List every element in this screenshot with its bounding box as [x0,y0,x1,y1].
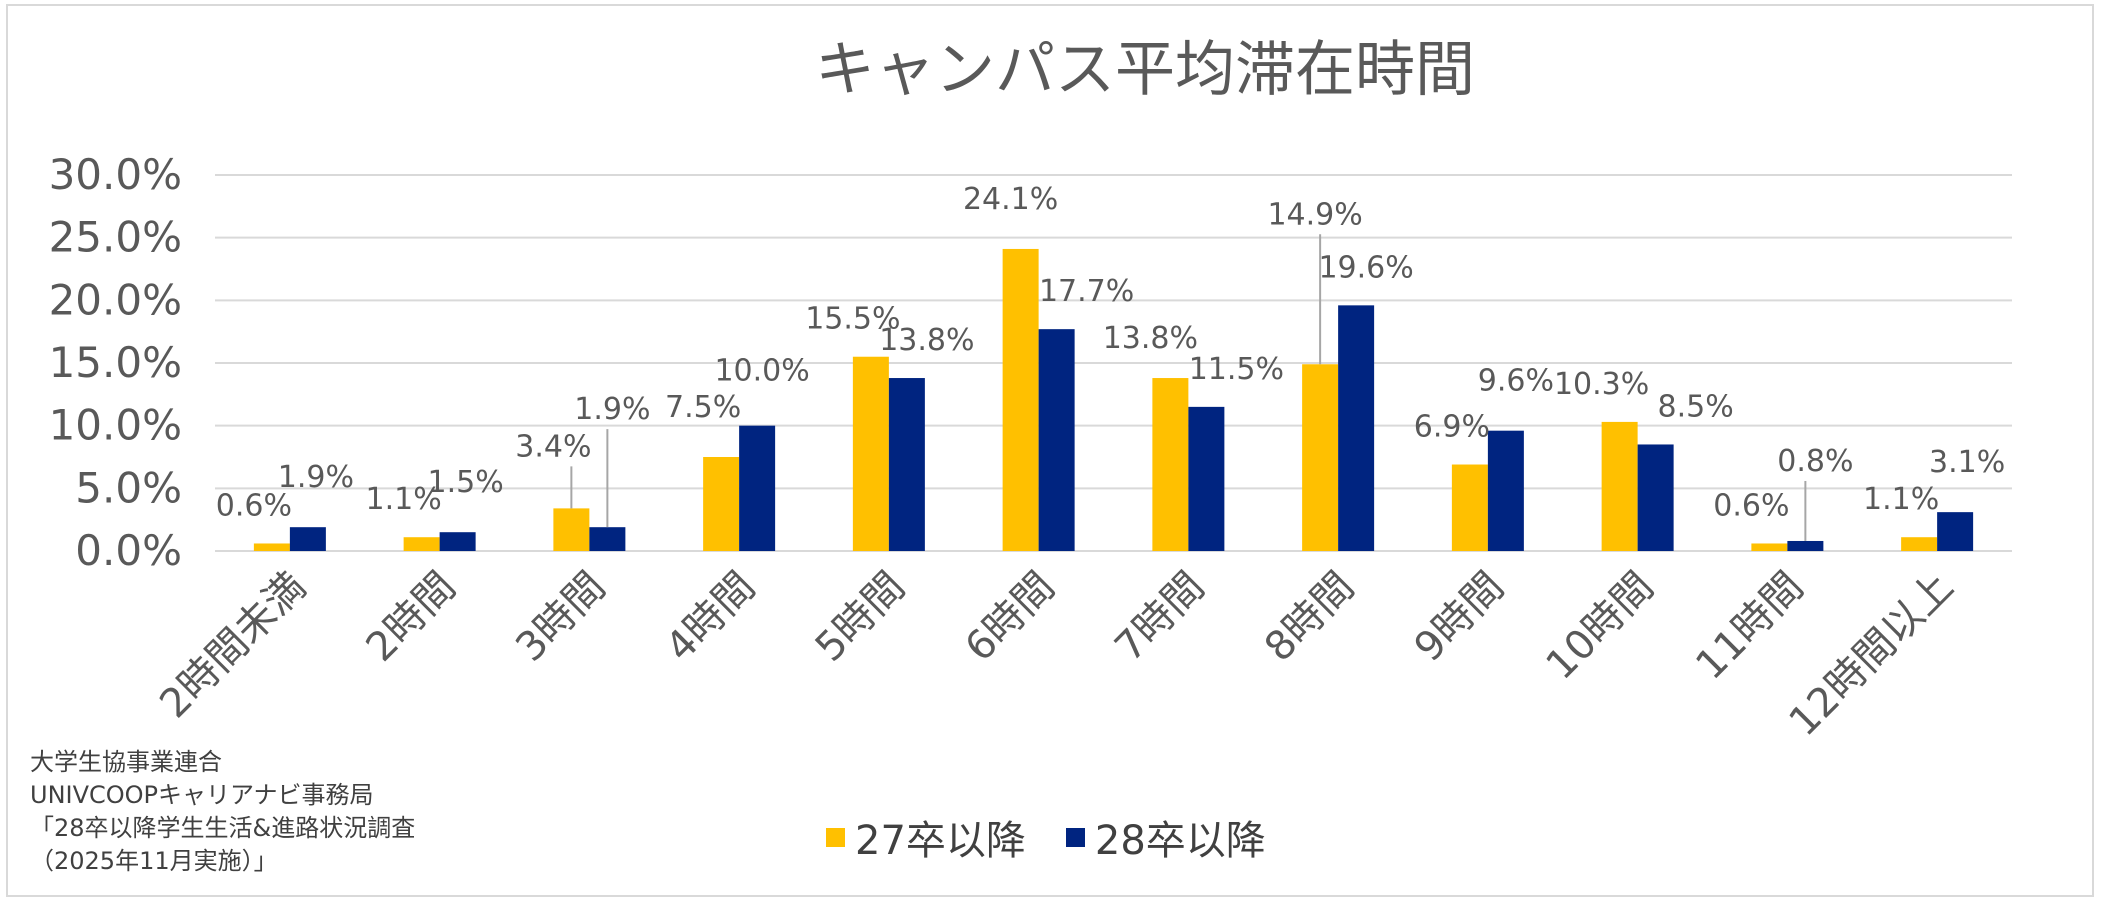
bar-28 [1487,430,1524,551]
bar-28 [289,527,326,551]
bar-28 [1038,329,1075,551]
y-tick-label: 15.0% [49,338,182,387]
data-label: 15.5% [805,302,900,337]
x-tick-label: 12時間以上 [1781,564,1963,746]
bar-28 [589,527,626,551]
x-tick-label: 2時間未満 [151,564,315,728]
data-label: 8.5% [1658,389,1734,424]
x-tick-label: 4時間 [657,564,764,671]
bar-27 [1451,464,1488,551]
data-label: 0.6% [1713,488,1789,523]
x-tick-label: 6時間 [957,564,1064,671]
source-note: 大学生協事業連合 UNIVCOOPキャリアナビ事務局 「28卒以降学生生活&進路… [30,746,415,878]
data-label: 14.9% [1267,197,1362,232]
data-label: 19.6% [1318,250,1413,285]
data-label: 1.9% [574,392,650,427]
legend-item-27: 27卒以降 [826,808,1026,866]
bar-27 [253,543,290,551]
y-tick-label: 5.0% [75,463,182,512]
bar-28 [439,532,476,551]
bar-27 [403,537,440,551]
bar-28 [1637,444,1674,551]
bar-27 [703,457,740,551]
data-label: 1.1% [1863,482,1939,517]
data-label: 10.3% [1554,367,1649,402]
data-label: 1.9% [278,460,354,495]
data-label: 1.1% [366,482,442,517]
data-label: 17.7% [1039,274,1134,309]
x-tick-label: 5時間 [807,564,914,671]
data-label: 11.5% [1189,352,1284,387]
x-tick-label: 9時間 [1406,564,1513,671]
bar-27 [852,356,889,551]
data-label: 13.8% [1103,321,1198,356]
data-label: 13.8% [879,323,974,358]
y-tick-label: 0.0% [75,526,182,575]
x-tick-label: 7時間 [1106,564,1213,671]
bar-27 [1901,537,1938,551]
bar-27 [1751,543,1788,551]
legend-label: 27卒以降 [855,818,1026,864]
source-line: 「28卒以降学生生活&進路状況調査 [30,814,416,842]
x-tick-label: 11時間 [1687,564,1812,689]
y-tick-label: 20.0% [49,275,182,324]
data-label: 0.6% [216,488,292,523]
legend-item-28: 28卒以降 [1065,808,1266,866]
chart-title: キャンパス平均滞在時間 [815,35,1475,105]
legend: 27卒以降 28卒以降 [826,808,1306,866]
bar-28 [1787,540,1824,551]
y-tick-label: 10.0% [49,401,182,450]
x-tick-label: 2時間 [358,564,465,671]
source-line: UNIVCOOPキャリアナビ事務局 [30,781,374,809]
data-label: 0.8% [1777,444,1853,479]
legend-swatch [826,827,845,847]
bar-28 [1937,512,1974,551]
data-label: 6.9% [1414,410,1490,445]
data-label: 9.6% [1478,364,1554,399]
y-tick-label: 25.0% [49,213,182,262]
chart-frame [6,4,2094,897]
data-label: 24.1% [963,182,1058,217]
legend-swatch [1065,827,1085,847]
bar-28 [739,425,776,551]
bar-27 [553,508,590,551]
data-label: 10.0% [714,354,809,389]
legend-label: 28卒以降 [1094,818,1266,864]
data-label: 7.5% [665,390,741,425]
bar-27 [1002,248,1039,552]
source-line: （2025年11月実施）」 [30,847,278,875]
x-tick-label: 8時間 [1256,564,1363,671]
x-tick-label: 10時間 [1538,564,1663,689]
bar-27 [1152,378,1189,551]
source-line: 大学生協事業連合 [30,748,222,776]
x-tick-label: 3時間 [507,564,614,671]
data-label: 3.4% [515,429,591,464]
bar-28 [888,378,925,551]
data-label: 3.1% [1929,445,2005,480]
bar-28 [1338,305,1375,551]
bar-27 [1601,421,1638,551]
y-tick-label: 30.0% [49,150,182,199]
bar-28 [1188,406,1225,551]
data-label: 1.5% [428,465,504,500]
bar-27 [1302,364,1339,551]
